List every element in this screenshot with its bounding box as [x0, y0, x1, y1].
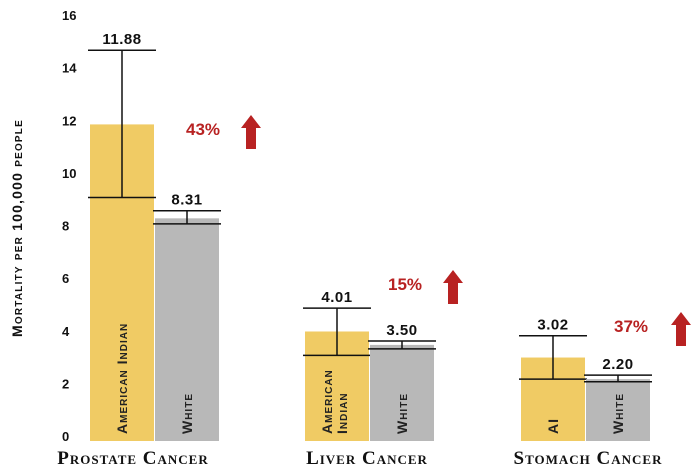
up-arrow-icon	[671, 312, 691, 346]
bar-label-line: White	[179, 393, 195, 434]
bar-label-line: White	[610, 393, 626, 434]
increase-percent: 37%	[614, 317, 648, 336]
bar	[370, 344, 434, 441]
y-tick-label: 16	[62, 8, 76, 23]
value-label: 2.20	[602, 356, 633, 373]
bar-label: White	[179, 393, 195, 434]
value-label: 3.02	[537, 317, 568, 334]
value-label: 11.88	[102, 31, 141, 48]
bar-label: AmericanIndian	[319, 369, 350, 434]
increase-percent: 15%	[388, 275, 422, 294]
y-tick-label: 14	[62, 61, 77, 76]
category-group: 4.01 AmericanIndian 3.50 White 15% Liver Canc…	[303, 270, 463, 469]
bar-label: White	[394, 393, 410, 434]
value-label: 8.31	[171, 192, 202, 209]
y-axis-label: Mortality per 100,000 people	[9, 119, 25, 337]
value-label: 4.01	[321, 289, 352, 306]
y-tick-label: 8	[62, 219, 69, 234]
bar-label-line: AI	[545, 418, 561, 434]
up-arrow-icon	[443, 270, 463, 304]
y-axis: 0 2 4 6 8 10 12 14 16	[62, 8, 77, 444]
bar-label-line: Indian	[334, 392, 350, 434]
category-label: Prostate Cancer	[57, 448, 209, 469]
y-tick-label: 2	[62, 376, 69, 391]
value-label: 3.50	[386, 322, 417, 339]
bar-label-line: American Indian	[114, 323, 130, 434]
category-group: 3.02 AI 2.20 White 37% Stomach Cancer	[514, 312, 691, 469]
bar	[586, 379, 650, 441]
y-tick-label: 10	[62, 166, 76, 181]
bar-label: AI	[545, 418, 561, 434]
y-tick-label: 12	[62, 113, 76, 128]
y-tick-label: 4	[62, 324, 70, 339]
y-tick-label: 6	[62, 271, 69, 286]
category-label: Stomach Cancer	[514, 448, 663, 469]
increase-percent: 43%	[186, 120, 220, 139]
bar-label-line: American	[319, 369, 335, 434]
category-group: 11.88 American Indian 8.31 White 43% Prostate…	[57, 31, 261, 469]
bar-groups: 11.88 American Indian 8.31 White 43% Prostate…	[57, 31, 691, 469]
bar-label: American Indian	[114, 323, 130, 434]
bar-label: White	[610, 393, 626, 434]
bar	[155, 218, 219, 441]
y-tick-label: 0	[62, 429, 69, 444]
bar-label-line: White	[394, 393, 410, 434]
up-arrow-icon	[241, 115, 261, 149]
category-label: Liver Cancer	[306, 448, 428, 469]
